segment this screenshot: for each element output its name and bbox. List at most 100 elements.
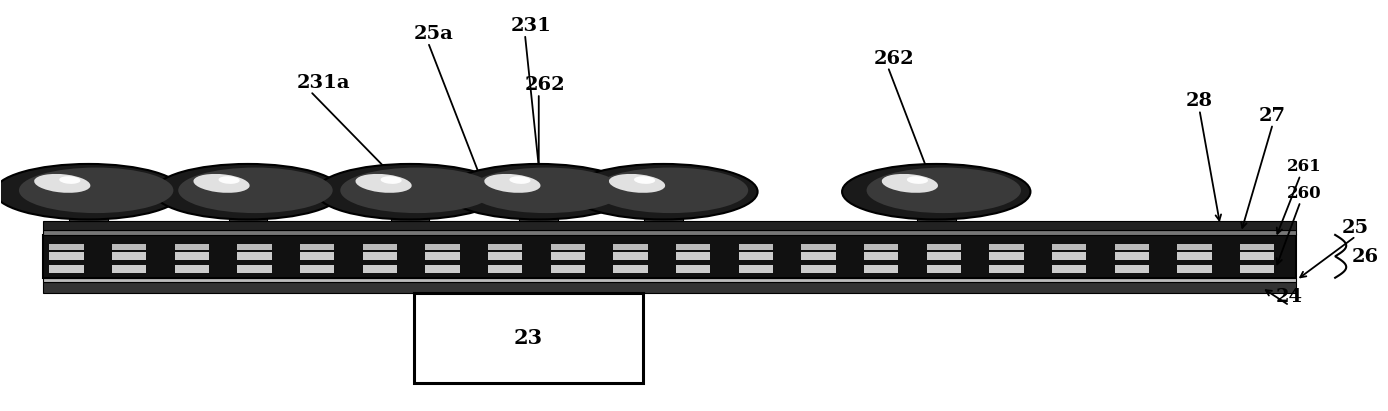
Text: 261: 261	[1287, 158, 1321, 175]
Text: 231: 231	[511, 17, 552, 35]
Bar	[362, 265, 397, 272]
Bar	[300, 252, 335, 260]
Bar	[927, 252, 960, 260]
Ellipse shape	[218, 176, 240, 184]
Bar	[112, 244, 146, 250]
Circle shape	[19, 168, 174, 213]
Bar	[863, 265, 898, 272]
Bar	[1115, 265, 1149, 272]
Bar	[863, 244, 898, 250]
Bar	[425, 252, 459, 260]
Bar	[237, 265, 272, 272]
Bar	[1052, 252, 1087, 260]
Text: 27: 27	[1259, 107, 1285, 125]
Bar	[1239, 244, 1274, 250]
Bar	[1177, 252, 1212, 260]
Bar	[237, 244, 272, 250]
Bar	[551, 265, 584, 272]
Bar	[175, 265, 210, 272]
Bar	[112, 265, 146, 272]
Bar	[300, 265, 335, 272]
Text: 262: 262	[525, 76, 565, 94]
Bar	[43, 221, 1296, 230]
Bar	[990, 244, 1024, 250]
Bar	[801, 265, 836, 272]
Ellipse shape	[60, 176, 81, 184]
Bar	[49, 252, 83, 260]
Bar	[676, 265, 711, 272]
Bar	[414, 293, 643, 383]
Bar	[49, 265, 83, 272]
Bar	[390, 215, 429, 221]
Bar	[738, 252, 773, 260]
Ellipse shape	[193, 174, 250, 193]
Bar	[43, 230, 1296, 235]
Bar	[613, 265, 648, 272]
Bar	[1115, 244, 1149, 250]
Bar	[112, 252, 146, 260]
Ellipse shape	[35, 174, 90, 193]
Text: 25: 25	[1342, 219, 1369, 237]
Circle shape	[340, 168, 494, 213]
Bar	[990, 252, 1024, 260]
Bar	[644, 215, 683, 221]
Ellipse shape	[355, 174, 412, 193]
Text: 23: 23	[514, 328, 543, 348]
Ellipse shape	[906, 176, 929, 184]
Text: 24: 24	[1276, 289, 1302, 306]
Text: 262: 262	[874, 50, 915, 67]
Circle shape	[843, 164, 1030, 219]
Ellipse shape	[509, 176, 530, 184]
Bar	[1115, 252, 1149, 260]
Circle shape	[569, 164, 758, 219]
Text: 260: 260	[1287, 185, 1321, 202]
Bar	[49, 244, 83, 250]
Bar	[927, 265, 960, 272]
Ellipse shape	[609, 174, 665, 193]
Bar	[43, 278, 1296, 282]
Bar	[300, 244, 335, 250]
Circle shape	[178, 168, 333, 213]
Bar	[489, 265, 522, 272]
Bar	[519, 215, 558, 221]
Bar	[801, 252, 836, 260]
Bar	[613, 252, 648, 260]
Bar	[1177, 244, 1212, 250]
Bar	[1239, 265, 1274, 272]
Bar	[676, 252, 711, 260]
Circle shape	[154, 164, 341, 219]
Circle shape	[444, 164, 633, 219]
Bar	[990, 265, 1024, 272]
Bar	[927, 244, 960, 250]
Bar	[237, 252, 272, 260]
Circle shape	[316, 164, 504, 219]
Bar	[801, 244, 836, 250]
Bar	[1177, 265, 1212, 272]
Bar	[863, 252, 898, 260]
Text: 26: 26	[1352, 247, 1378, 266]
Bar	[362, 244, 397, 250]
Bar	[175, 244, 210, 250]
Ellipse shape	[881, 174, 938, 193]
Bar	[738, 244, 773, 250]
Bar	[1239, 252, 1274, 260]
Bar	[551, 252, 584, 260]
Circle shape	[0, 164, 183, 219]
Circle shape	[866, 168, 1022, 213]
Bar	[551, 244, 584, 250]
Bar	[1052, 244, 1087, 250]
Circle shape	[594, 168, 748, 213]
Ellipse shape	[634, 176, 655, 184]
Bar	[738, 265, 773, 272]
Bar	[175, 252, 210, 260]
Bar	[1052, 265, 1087, 272]
Bar	[489, 252, 522, 260]
Bar	[676, 244, 711, 250]
Bar	[362, 252, 397, 260]
Bar	[229, 215, 268, 221]
Ellipse shape	[380, 176, 401, 184]
Bar	[69, 215, 108, 221]
Circle shape	[469, 168, 623, 213]
Bar	[613, 244, 648, 250]
Bar	[917, 215, 956, 221]
